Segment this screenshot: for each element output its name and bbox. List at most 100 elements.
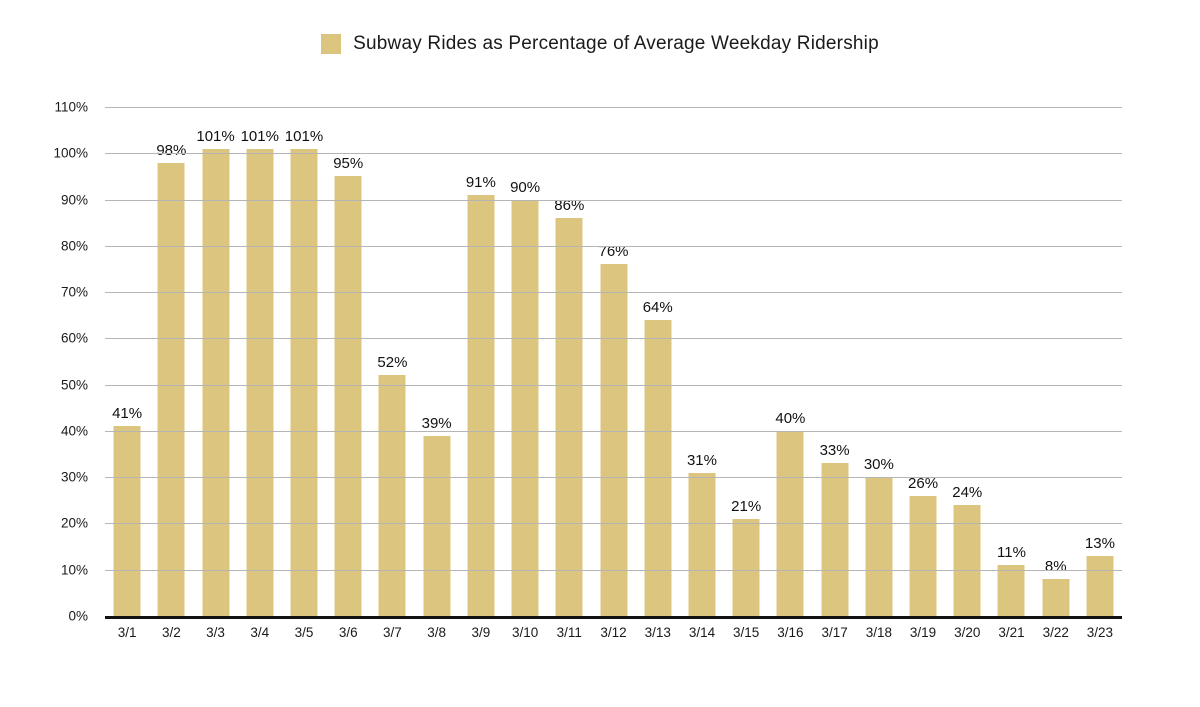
x-axis-tick-3/7: 3/7 xyxy=(383,625,402,640)
x-axis-tick-3/17: 3/17 xyxy=(821,625,848,640)
y-axis-tick-90%: 90% xyxy=(60,192,88,208)
bar-column-3/17: 33% xyxy=(813,107,857,616)
x-axis-tick-3/22: 3/22 xyxy=(1042,625,1069,640)
y-axis-tick-100%: 100% xyxy=(53,145,88,161)
gridline-110% xyxy=(105,107,1122,108)
bar-value-label-3/15: 21% xyxy=(731,497,762,515)
bar-column-3/13: 64% xyxy=(636,107,680,616)
bar-3/5 xyxy=(290,148,318,616)
gridline-40% xyxy=(105,430,1122,432)
gridline-70% xyxy=(105,292,1122,294)
bar-3/18 xyxy=(865,477,893,616)
x-axis-labels: 3/1 3/2 3/3 3/4 3/5 3/6 3/7 3/8 3/9 3/10 3/11 3/12 3… xyxy=(105,625,1122,640)
bar-3/12 xyxy=(600,264,628,616)
gridline-100% xyxy=(105,153,1122,155)
bar-3/19 xyxy=(909,495,937,616)
bar-3/2 xyxy=(157,162,185,616)
bar-value-label-3/12: 76% xyxy=(598,243,629,261)
x-axis-tick-3/19: 3/19 xyxy=(909,625,937,640)
bar-column-3/22: 8% xyxy=(1034,107,1078,616)
bar-3/14 xyxy=(688,472,716,616)
chart-title: Subway Rides as Percentage of Average We… xyxy=(353,33,879,54)
bar-column-3/11: 86% xyxy=(547,107,591,616)
bar-value-label-3/8: 39% xyxy=(421,414,452,432)
bar-column-3/3: 101% xyxy=(193,107,237,616)
bar-3/10 xyxy=(511,199,539,616)
y-axis-tick-110%: 110% xyxy=(54,99,88,115)
gridline-50% xyxy=(105,384,1122,386)
bar-column-3/18: 30% xyxy=(857,107,901,616)
bar-3/15 xyxy=(732,518,760,616)
y-axis-tick-60%: 60% xyxy=(60,330,88,346)
bar-value-label-3/2: 98% xyxy=(156,141,187,159)
y-axis-tick-80%: 80% xyxy=(60,238,88,254)
bar-value-label-3/3: 101% xyxy=(196,127,235,145)
bar-value-label-3/21: 11% xyxy=(997,544,1026,562)
y-axis-tick-20%: 20% xyxy=(60,515,88,531)
bar-column-3/2: 98% xyxy=(149,107,193,616)
bar-column-3/5: 101% xyxy=(282,107,326,616)
x-axis-tick-3/9: 3/9 xyxy=(471,625,491,640)
x-axis-tick-3/11: 3/11 xyxy=(556,625,582,640)
x-axis-tick-3/8: 3/8 xyxy=(427,625,447,640)
bar-3/20 xyxy=(953,504,981,616)
x-axis-tick-3/20: 3/20 xyxy=(954,625,981,640)
gridline-90% xyxy=(105,199,1122,201)
bar-column-3/1: 41% xyxy=(105,107,149,616)
x-axis-tick-3/16: 3/16 xyxy=(777,625,804,640)
bar-3/8 xyxy=(423,435,451,616)
bar-value-label-3/17: 33% xyxy=(819,442,850,460)
x-axis-tick-3/10: 3/10 xyxy=(511,625,539,640)
y-axis-tick-30%: 30% xyxy=(60,469,88,485)
bar-3/22 xyxy=(1042,578,1070,616)
bar-value-label-3/22: 8% xyxy=(1044,557,1067,575)
bar-column-3/21: 11% xyxy=(989,107,1033,616)
bar-3/21 xyxy=(997,565,1025,616)
y-axis-tick-50%: 50% xyxy=(60,377,88,393)
bar-value-label-3/19: 26% xyxy=(908,474,939,492)
bar-column-3/6: 95% xyxy=(326,107,370,616)
bar-column-3/7: 52% xyxy=(370,107,414,616)
x-axis-tick-3/2: 3/2 xyxy=(161,625,181,640)
y-axis-tick-10%: 10% xyxy=(60,562,88,578)
gridline-30% xyxy=(105,477,1122,479)
x-axis-tick-3/13: 3/13 xyxy=(644,625,671,640)
gridline-80% xyxy=(105,245,1122,247)
x-axis-tick-3/3: 3/3 xyxy=(206,625,225,640)
bar-column-3/14: 31% xyxy=(680,107,724,616)
bar-value-label-3/9: 91% xyxy=(465,173,496,191)
bar-3/1 xyxy=(113,426,141,616)
x-axis-tick-3/14: 3/14 xyxy=(688,625,716,640)
bar-3/11 xyxy=(555,218,583,616)
y-axis-tick-40%: 40% xyxy=(60,423,88,439)
bar-value-label-3/1: 41% xyxy=(112,405,143,423)
bar-value-label-3/23: 13% xyxy=(1084,534,1115,552)
x-axis-tick-3/18: 3/18 xyxy=(865,625,892,640)
gridline-60% xyxy=(105,338,1122,340)
bar-column-3/23: 13% xyxy=(1078,107,1122,616)
bar-series: 41% 98% 101% 101% 101% 95% 52% 39% 91% 90% 86% 76% 6… xyxy=(105,107,1122,616)
y-axis-tick-0%: 0% xyxy=(68,608,88,624)
bar-column-3/16: 40% xyxy=(768,107,812,616)
x-axis-tick-3/12: 3/12 xyxy=(600,625,627,640)
bar-value-label-3/7: 52% xyxy=(377,354,408,372)
bar-value-label-3/6: 95% xyxy=(333,155,364,173)
bar-column-3/4: 101% xyxy=(238,107,282,616)
bar-3/23 xyxy=(1086,555,1114,616)
x-axis-tick-3/1: 3/1 xyxy=(117,625,137,640)
bar-3/6 xyxy=(334,176,362,616)
gridline-10% xyxy=(105,569,1122,571)
x-axis-tick-3/23: 3/23 xyxy=(1086,625,1114,640)
plot-area: 41% 98% 101% 101% 101% 95% 52% 39% 91% 90% 86% 76% 6… xyxy=(53,100,1122,624)
bar-column-3/15: 21% xyxy=(724,107,768,616)
bar-column-3/19: 26% xyxy=(901,107,945,616)
bar-value-label-3/16: 40% xyxy=(775,409,806,427)
chart-legend: Subway Rides as Percentage of Average We… xyxy=(0,33,1200,55)
bar-3/13 xyxy=(644,319,672,616)
x-axis-tick-3/6: 3/6 xyxy=(338,625,358,640)
legend-swatch xyxy=(321,34,342,54)
bar-value-label-3/11: 86% xyxy=(554,197,585,215)
bar-value-label-3/10: 90% xyxy=(510,178,541,196)
bar-3/3 xyxy=(202,148,230,616)
